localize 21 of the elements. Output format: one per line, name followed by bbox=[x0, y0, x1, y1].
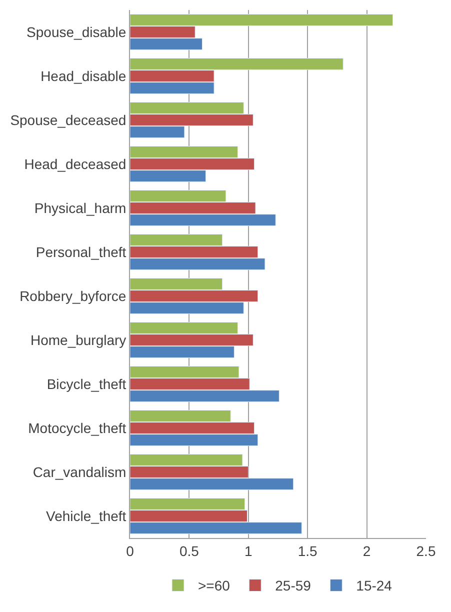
x-tick-label: 2.5 bbox=[416, 542, 436, 559]
legend-label: >=60 bbox=[198, 578, 230, 594]
y-tick-label: Car_vandalism bbox=[32, 464, 126, 480]
y-tick-label: Motocycle_theft bbox=[28, 420, 126, 436]
x-tick-label: 0.5 bbox=[179, 542, 200, 559]
y-tick-label: Home_burglary bbox=[30, 332, 126, 348]
y-tick-label: Personal_theft bbox=[36, 244, 126, 260]
legend-label: 25-59 bbox=[275, 578, 312, 594]
x-tick-label: 0 bbox=[126, 542, 134, 559]
y-tick-label: Physical_harm bbox=[34, 200, 126, 216]
x-tick-label: 2 bbox=[362, 542, 371, 559]
y-tick-label: Bicycle_theft bbox=[46, 376, 126, 392]
y-tick-label: Head_deceased bbox=[24, 156, 126, 172]
y-tick-label: Robbery_byforce bbox=[20, 288, 126, 304]
y-tick-label: Spouse_disable bbox=[26, 24, 126, 40]
y-tick-label: Head_disable bbox=[40, 68, 126, 84]
x-tick-label: 1.5 bbox=[298, 542, 318, 559]
y-tick-label: Vehicle_theft bbox=[46, 508, 126, 524]
y-tick-label: Spouse_deceased bbox=[10, 112, 126, 128]
legend-label: 15-24 bbox=[356, 578, 392, 594]
x-tick-label: 1 bbox=[244, 542, 252, 559]
